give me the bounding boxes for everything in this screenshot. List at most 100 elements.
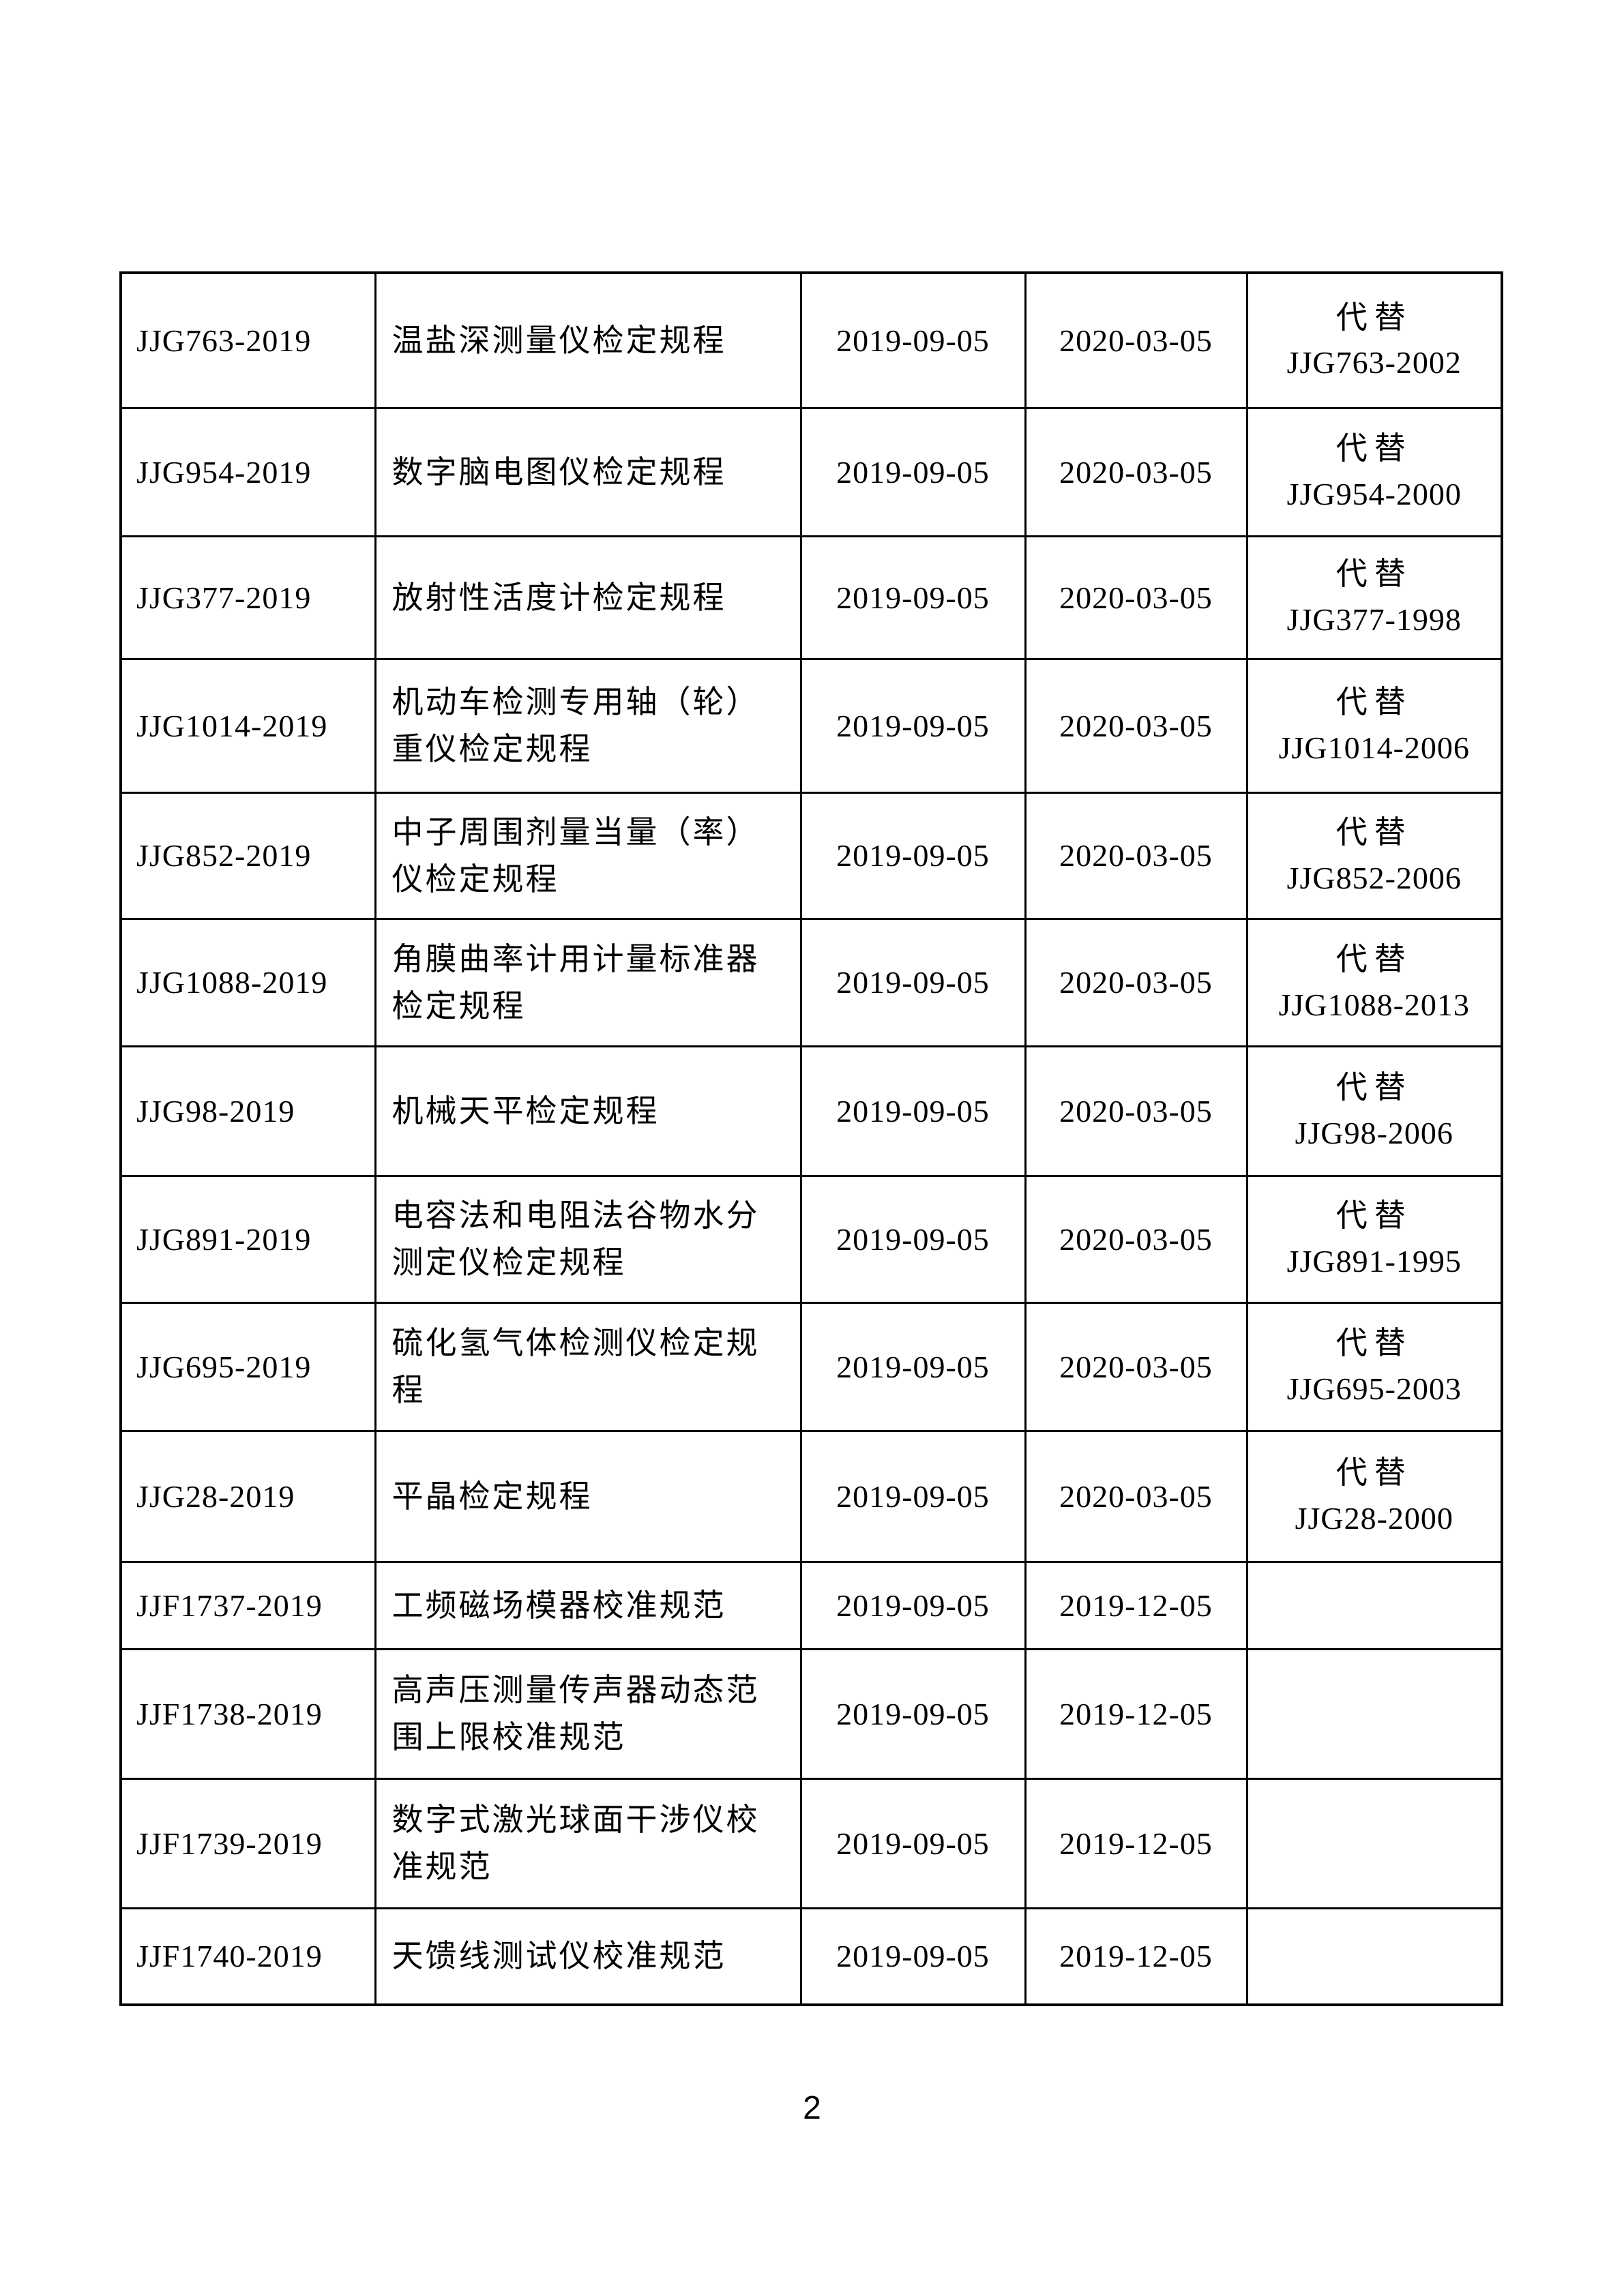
replace-code: JJG98-2006 [1295,1116,1453,1150]
standard-code-cell: JJG763-2019 [119,271,377,409]
implement-date-cell: 2020-03-05 [1024,271,1248,409]
standard-name-cell: 机械天平检定规程 [374,1045,802,1177]
standard-code-cell: JJG695-2019 [119,1301,377,1432]
replaces-cell: 代替 JJG98-2006 [1245,1045,1503,1177]
table-row: JJF1737-2019 工频磁场模器校准规范 2019-09-05 2019-… [119,1560,1503,1650]
table-row: JJG28-2019 平晶检定规程 2019-09-05 2020-03-05 … [119,1429,1503,1563]
replaces-cell: 代替 JJG891-1995 [1245,1174,1503,1304]
table-row: JJG763-2019 温盐深测量仪检定规程 2019-09-05 2020-0… [119,271,1503,409]
implement-date-cell: 2020-03-05 [1024,657,1248,794]
standard-name-cell: 中子周围剂量当量（率）仪检定规程 [374,791,802,920]
standard-code-cell: JJF1737-2019 [119,1560,377,1650]
page-number: 2 [803,2090,821,2126]
standard-code-cell: JJG1014-2019 [119,657,377,794]
replace-label: 代替 [1335,1198,1413,1234]
replace-code: JJG1088-2013 [1278,987,1470,1022]
replace-label: 代替 [1335,556,1413,592]
release-date-cell: 2019-09-05 [799,1045,1027,1177]
standard-name-cell: 温盐深测量仪检定规程 [374,271,802,409]
implement-date-cell: 2020-03-05 [1024,1174,1248,1304]
replace-code: JJG28-2000 [1295,1501,1453,1536]
standard-code-cell: JJF1740-2019 [119,1907,377,2006]
standard-code-cell: JJG891-2019 [119,1174,377,1304]
release-date-cell: 2019-09-05 [799,657,1027,794]
table-row: JJF1739-2019 数字式激光球面干涉仪校准规范 2019-09-05 2… [119,1777,1503,1909]
replace-label: 代替 [1335,941,1413,976]
standard-code-cell: JJF1739-2019 [119,1777,377,1909]
standards-table-body: JJG763-2019 温盐深测量仪检定规程 2019-09-05 2020-0… [119,271,1503,2006]
replaces-cell: 代替 JJG28-2000 [1245,1429,1503,1563]
replace-label: 代替 [1335,814,1413,850]
standard-code-cell: JJG98-2019 [119,1045,377,1177]
standard-code-cell: JJG28-2019 [119,1429,377,1563]
replace-code: JJG763-2002 [1286,345,1462,381]
replaces-cell [1245,1560,1503,1650]
implement-date-cell: 2019-12-05 [1024,1907,1248,2006]
replace-code: JJG852-2006 [1286,860,1462,895]
release-date-cell: 2019-09-05 [799,1560,1027,1650]
replaces-cell [1245,1777,1503,1909]
implement-date-cell: 2019-12-05 [1024,1560,1248,1650]
release-date-cell: 2019-09-05 [799,1907,1027,2006]
table-row: JJG1088-2019 角膜曲率计用计量标准器检定规程 2019-09-05 … [119,917,1503,1047]
standard-name-cell: 数字式激光球面干涉仪校准规范 [374,1777,802,1909]
standards-table: JJG763-2019 温盐深测量仪检定规程 2019-09-05 2020-0… [119,271,1503,2006]
replaces-cell [1245,1648,1503,1780]
table-row: JJG852-2019 中子周围剂量当量（率）仪检定规程 2019-09-05 … [119,791,1503,920]
table-row: JJG1014-2019 机动车检测专用轴（轮）重仪检定规程 2019-09-0… [119,657,1503,794]
implement-date-cell: 2020-03-05 [1024,1301,1248,1432]
replace-label: 代替 [1335,431,1413,466]
standard-name-cell: 机动车检测专用轴（轮）重仪检定规程 [374,657,802,794]
table-row: JJG891-2019 电容法和电阻法谷物水分测定仪检定规程 2019-09-0… [119,1174,1503,1304]
replaces-cell: 代替 JJG377-1998 [1245,535,1503,660]
release-date-cell: 2019-09-05 [799,535,1027,660]
replace-code: JJG1014-2006 [1278,730,1470,765]
standard-name-cell: 硫化氢气体检测仪检定规程 [374,1301,802,1432]
replaces-cell: 代替 JJG954-2000 [1245,406,1503,537]
replace-code: JJG695-2003 [1286,1371,1462,1406]
replaces-cell: 代替 JJG1014-2006 [1245,657,1503,794]
release-date-cell: 2019-09-05 [799,1648,1027,1780]
release-date-cell: 2019-09-05 [799,406,1027,537]
standard-code-cell: JJG377-2019 [119,535,377,660]
replace-label: 代替 [1335,1455,1413,1491]
implement-date-cell: 2020-03-05 [1024,535,1248,660]
table-row: JJG377-2019 放射性活度计检定规程 2019-09-05 2020-0… [119,535,1503,660]
standard-code-cell: JJF1738-2019 [119,1648,377,1780]
release-date-cell: 2019-09-05 [799,791,1027,920]
replaces-cell: 代替 JJG763-2002 [1245,271,1503,409]
implement-date-cell: 2019-12-05 [1024,1648,1248,1780]
standard-name-cell: 放射性活度计检定规程 [374,535,802,660]
table-row: JJG954-2019 数字脑电图仪检定规程 2019-09-05 2020-0… [119,406,1503,537]
implement-date-cell: 2020-03-05 [1024,1045,1248,1177]
table-row: JJG695-2019 硫化氢气体检测仪检定规程 2019-09-05 2020… [119,1301,1503,1432]
replaces-cell: 代替 JJG695-2003 [1245,1301,1503,1432]
release-date-cell: 2019-09-05 [799,1777,1027,1909]
implement-date-cell: 2020-03-05 [1024,791,1248,920]
replace-label: 代替 [1335,299,1413,335]
table-row: JJG98-2019 机械天平检定规程 2019-09-05 2020-03-0… [119,1045,1503,1177]
replace-label: 代替 [1335,1326,1413,1361]
table-row: JJF1738-2019 高声压测量传声器动态范围上限校准规范 2019-09-… [119,1648,1503,1780]
replaces-cell [1245,1907,1503,2006]
standard-name-cell: 电容法和电阻法谷物水分测定仪检定规程 [374,1174,802,1304]
standard-code-cell: JJG954-2019 [119,406,377,537]
standard-name-cell: 角膜曲率计用计量标准器检定规程 [374,917,802,1047]
implement-date-cell: 2020-03-05 [1024,1429,1248,1563]
standard-code-cell: JJG1088-2019 [119,917,377,1047]
replace-label: 代替 [1335,1070,1413,1105]
replace-code: JJG891-1995 [1286,1244,1462,1279]
table-row: JJF1740-2019 天馈线测试仪校准规范 2019-09-05 2019-… [119,1907,1503,2006]
implement-date-cell: 2020-03-05 [1024,917,1248,1047]
replace-code: JJG954-2000 [1286,477,1462,511]
standard-name-cell: 数字脑电图仪检定规程 [374,406,802,537]
standard-code-cell: JJG852-2019 [119,791,377,920]
release-date-cell: 2019-09-05 [799,1301,1027,1432]
release-date-cell: 2019-09-05 [799,917,1027,1047]
release-date-cell: 2019-09-05 [799,1429,1027,1563]
implement-date-cell: 2019-12-05 [1024,1777,1248,1909]
replaces-cell: 代替 JJG852-2006 [1245,791,1503,920]
replace-label: 代替 [1335,685,1413,720]
replaces-cell: 代替 JJG1088-2013 [1245,917,1503,1047]
